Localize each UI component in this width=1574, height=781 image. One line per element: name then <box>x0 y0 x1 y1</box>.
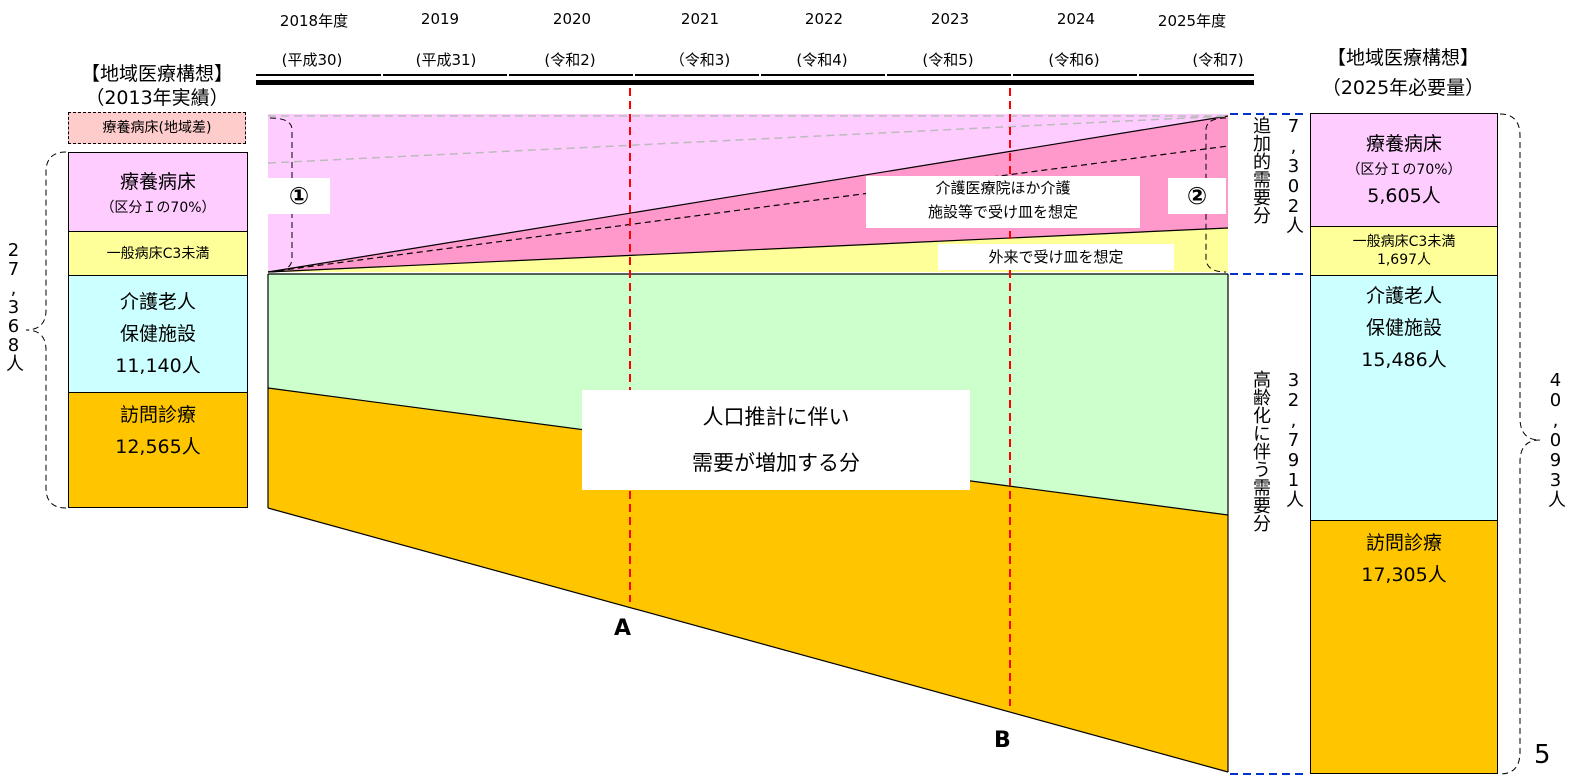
left-header-title: 【地域医療構想】 <box>80 63 233 85</box>
year-label: 2021 <box>680 10 720 28</box>
timeline-ticks <box>381 73 1139 77</box>
era-label: (令和6) <box>1048 51 1100 69</box>
right-ltc-sub: （区分Ｉの70%） <box>1346 162 1462 178</box>
left-visit-box: 訪問診療 12,565人 <box>68 392 248 508</box>
page-number: 5 <box>1534 740 1551 770</box>
additional-demand-text: 追加的需要分 <box>1248 116 1274 231</box>
left-general-label: 一般病床C3未満 <box>106 245 210 262</box>
left-roken-line2: 保健施設 <box>119 323 196 345</box>
visit-band <box>268 388 1228 772</box>
population-line2: 需要が増加する分 <box>692 451 860 475</box>
left-ltc-label: 療養病床 <box>119 171 196 193</box>
right-roken-line2: 保健施設 <box>1365 317 1442 339</box>
right-header-subtitle: （2025年必要量） <box>1321 77 1485 99</box>
kaigo-line1: 介護医療院ほか介護 <box>935 179 1071 197</box>
left-general-box: 一般病床C3未満 <box>68 231 248 276</box>
left-roken-value: 11,140人 <box>115 355 201 377</box>
aging-value: 32,791人 <box>1283 370 1304 507</box>
right-general-box: 一般病床C3未満 1,697人 <box>1310 226 1498 276</box>
population-label: 人口推計に伴い 需要が増加する分 <box>582 390 970 490</box>
right-ltc-box: 療養病床 （区分Ｉの70%） 5,605人 <box>1310 113 1498 227</box>
era-label: (令和7) <box>1192 51 1244 69</box>
additional-demand-value: 7,302人 <box>1282 116 1306 239</box>
right-roken-box: 介護老人 保健施設 15,486人 <box>1310 275 1498 521</box>
right-visit-value: 17,305人 <box>1361 564 1447 586</box>
right-roken-value: 15,486人 <box>1361 349 1447 371</box>
right-header-title: 【地域医療構想】 <box>1326 47 1479 69</box>
right-total-text: 40,093人 <box>1545 370 1566 507</box>
timeline-bar-thick <box>256 80 1254 85</box>
era-label: (令和2) <box>544 51 596 69</box>
marker-1: ① <box>268 178 330 214</box>
right-ltc-label: 療養病床 <box>1365 133 1442 155</box>
label-b: B <box>994 728 1011 753</box>
left-header-subtitle: （2013年実績） <box>85 87 229 109</box>
era-label: （令和3) <box>669 51 731 69</box>
year-label: 2020 <box>552 10 592 28</box>
left-roken-line1: 介護老人 <box>119 291 196 313</box>
left-ltc-sub: （区分Ｉの70%） <box>100 200 216 216</box>
left-ltc-box: 療養病床 （区分Ｉの70%） <box>68 152 248 232</box>
right-visit-label: 訪問診療 <box>1365 532 1442 554</box>
left-roken-box: 介護老人 保健施設 11,140人 <box>68 275 248 393</box>
year-label: 2023 <box>930 10 970 28</box>
label-a: A <box>614 616 632 641</box>
era-label: (平成30) <box>281 51 343 69</box>
regional-gap-label: 療養病床(地域差) <box>102 120 212 136</box>
kaigo-dashed-line <box>267 145 1229 273</box>
right-visit-box: 訪問診療 17,305人 <box>1310 520 1498 774</box>
era-label: (平成31) <box>415 51 477 69</box>
year-label: 2019 <box>420 10 460 28</box>
right-roken-line1: 介護老人 <box>1365 285 1442 307</box>
left-regional-gap-box: 療養病床(地域差) <box>68 112 246 144</box>
year-label: 2025年度 <box>1157 12 1227 30</box>
timeline-bar <box>256 74 1254 76</box>
aging-demand-text: 高齢化に伴う需要分 <box>1248 370 1274 539</box>
right-ltc-value: 5,605人 <box>1367 185 1441 207</box>
year-label: 2022 <box>804 10 844 28</box>
kaigo-line2: 施設等で受け皿を想定 <box>927 203 1078 221</box>
population-line1: 人口推計に伴い <box>702 405 850 429</box>
additional-value: 7,302人 <box>1283 116 1304 233</box>
kaigo-label: 介護医療院ほか介護 施設等で受け皿を想定 <box>866 176 1140 228</box>
left-visit-label: 訪問診療 <box>119 404 196 426</box>
left-total-brace <box>25 151 67 509</box>
additional-text: 追加的需要分 <box>1250 116 1271 224</box>
aging-text: 高齢化に伴う需要分 <box>1250 370 1271 532</box>
aging-demand-value: 32,791人 <box>1282 370 1306 513</box>
right-total-brace <box>1499 113 1541 775</box>
right-total: 40,093人 <box>1542 370 1566 512</box>
left-total-text: 27,368人 <box>3 240 24 370</box>
era-label: (令和5) <box>922 51 974 69</box>
right-general-value: 1,697人 <box>1376 252 1432 268</box>
right-general-label: 一般病床C3未満 <box>1352 234 1456 250</box>
marker-2: ② <box>1168 178 1226 214</box>
year-label: 2018年度 <box>279 12 349 30</box>
left-total: 27,368人 <box>2 240 24 375</box>
year-label: 2024 <box>1056 10 1096 28</box>
era-label: (令和4) <box>796 51 848 69</box>
left-visit-value: 12,565人 <box>115 436 201 458</box>
outpatient-label: 外来で受け皿を想定 <box>938 244 1174 270</box>
